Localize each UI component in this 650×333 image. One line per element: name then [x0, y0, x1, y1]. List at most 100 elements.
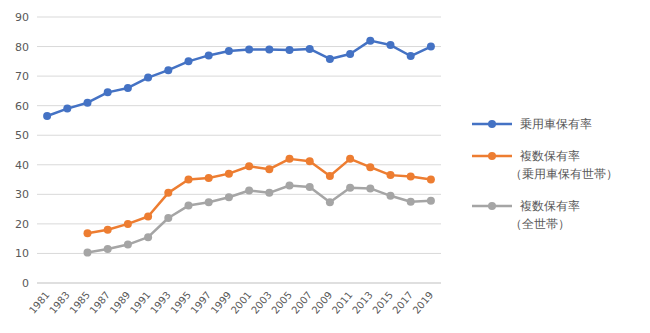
data-point: [346, 50, 354, 58]
series-line: [88, 159, 431, 233]
legend-label: 複数保有率 （全世帯）: [510, 199, 580, 231]
grid-line: [37, 135, 441, 136]
data-point: [144, 74, 152, 82]
x-tick-label: 1981: [27, 289, 52, 316]
data-point: [225, 193, 233, 201]
legend-label-line: 複数保有率: [520, 199, 580, 213]
grid-line: [37, 46, 441, 47]
y-tick-label: 60: [15, 100, 29, 113]
series-line: [47, 41, 431, 116]
data-point: [387, 41, 395, 49]
y-tick-label: 50: [15, 129, 29, 142]
data-point: [306, 157, 314, 165]
data-point: [245, 186, 253, 194]
data-point: [286, 155, 294, 163]
x-tick-label: 1991: [128, 289, 153, 316]
x-tick-label: 1997: [188, 289, 213, 316]
x-tick-label: 2019: [411, 289, 436, 316]
data-point: [326, 55, 334, 63]
data-point: [205, 51, 213, 59]
data-point: [164, 189, 172, 197]
legend-label-line: 乗用車保有率: [520, 117, 592, 131]
grid-line: [37, 105, 441, 106]
y-tick-label: 80: [15, 41, 29, 54]
x-tick-label: 2009: [310, 289, 335, 316]
x-tick-label: 2013: [350, 289, 375, 316]
x-tick-label: 1999: [209, 289, 234, 316]
data-point: [164, 66, 172, 74]
data-point: [185, 176, 193, 184]
data-point: [387, 171, 395, 179]
grid-line: [37, 283, 441, 284]
x-tick-label: 1985: [67, 289, 92, 316]
data-point: [265, 46, 273, 54]
grid-line: [37, 164, 441, 165]
data-point: [427, 43, 435, 51]
x-tick-label: 2007: [289, 289, 314, 316]
data-point: [63, 105, 71, 113]
legend-label: 乗用車保有率: [520, 117, 592, 131]
data-point: [407, 173, 415, 181]
data-point: [84, 99, 92, 107]
y-tick-label: 20: [15, 218, 29, 231]
data-point: [104, 245, 112, 253]
data-point: [407, 198, 415, 206]
data-point: [366, 184, 374, 192]
x-tick-label: 2005: [269, 289, 294, 316]
data-point: [205, 174, 213, 182]
data-point: [84, 249, 92, 257]
x-tick-label: 1989: [108, 289, 133, 316]
data-point: [164, 214, 172, 222]
data-point: [43, 112, 51, 120]
data-point: [124, 84, 132, 92]
data-point: [124, 220, 132, 228]
chart: 0102030405060708090198119831985198719891…: [0, 0, 650, 333]
legend-label-line: 複数保有率: [520, 149, 580, 163]
data-point: [104, 226, 112, 234]
data-point: [205, 198, 213, 206]
data-point: [265, 165, 273, 173]
data-point: [144, 213, 152, 221]
data-point: [225, 170, 233, 178]
legend-label: 複数保有率（乗用車保有世帯）: [510, 149, 618, 181]
data-point: [185, 202, 193, 210]
x-tick-label: 2003: [249, 289, 274, 316]
y-tick-label: 70: [15, 70, 29, 83]
data-point: [407, 52, 415, 60]
x-tick-label: 2017: [390, 289, 415, 316]
series-line: [88, 185, 431, 252]
data-point: [427, 176, 435, 184]
x-tick-label: 1995: [168, 289, 193, 316]
grid-line: [37, 253, 441, 254]
data-point: [346, 155, 354, 163]
grid-line: [37, 76, 441, 77]
data-point: [306, 45, 314, 53]
grid-line: [37, 223, 441, 224]
y-tick-label: 10: [15, 247, 29, 260]
data-point: [306, 183, 314, 191]
data-point: [326, 172, 334, 180]
data-point: [144, 233, 152, 241]
data-point: [225, 47, 233, 55]
x-tick-label: 2011: [330, 289, 355, 316]
x-tick-label: 2001: [229, 289, 254, 316]
data-point: [326, 198, 334, 206]
data-point: [427, 197, 435, 205]
y-tick-label: 90: [15, 11, 29, 24]
y-tick-label: 0: [22, 277, 29, 290]
x-tick-label: 1987: [87, 289, 112, 316]
legend-label-line: （全世帯）: [510, 217, 570, 231]
data-point: [104, 88, 112, 96]
data-point: [124, 241, 132, 249]
y-tick-label: 40: [15, 159, 29, 172]
data-point: [286, 46, 294, 54]
data-point: [185, 57, 193, 65]
legend-marker: [488, 120, 496, 128]
x-tick-label: 2015: [370, 289, 395, 316]
data-point: [245, 162, 253, 170]
data-point: [366, 37, 374, 45]
legend-marker: [488, 202, 496, 210]
data-point: [366, 163, 374, 171]
data-point: [346, 184, 354, 192]
data-point: [245, 46, 253, 54]
